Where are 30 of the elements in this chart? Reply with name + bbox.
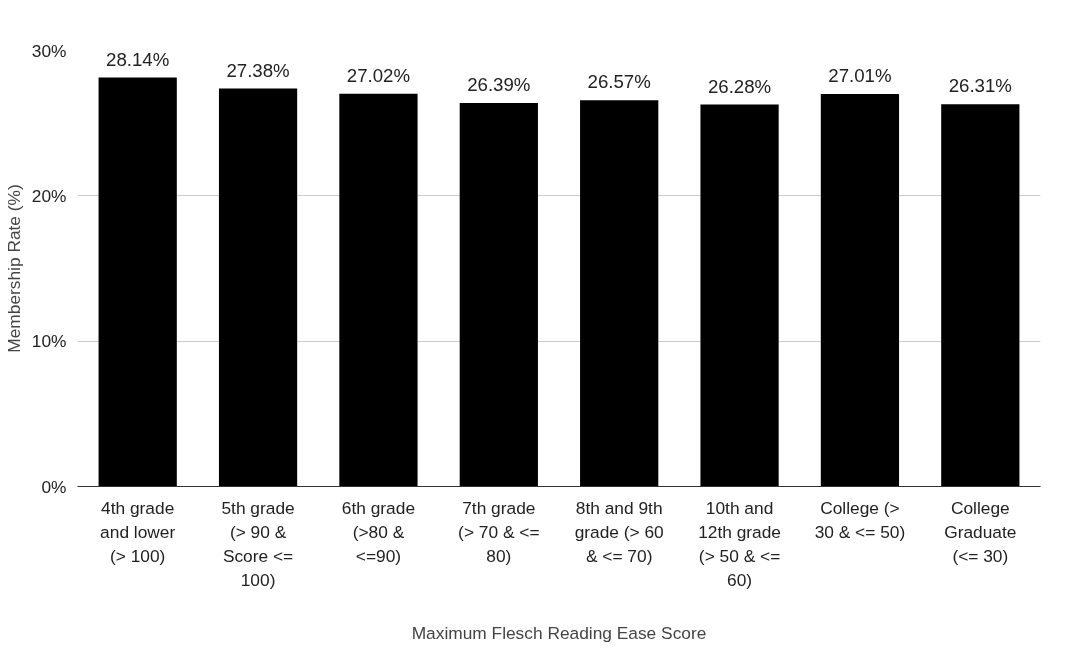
data-label: 27.38% (226, 59, 290, 81)
y-tick-label: 10% (31, 331, 67, 352)
x-tick-label: 10th and 12th grade (> 50 & <= 60) (698, 497, 781, 590)
bar (218, 88, 298, 487)
bar (700, 104, 779, 487)
x-tick-label: 5th grade (> 90 & Score <= 100) (221, 497, 295, 590)
x-tick-label: College (> 30 & <= 50) (814, 497, 906, 542)
data-label: 28.14% (106, 48, 170, 70)
bar (820, 93, 900, 487)
bar (941, 104, 1020, 487)
y-tick-label: 0% (41, 476, 67, 497)
data-label: 27.02% (346, 64, 411, 86)
x-axis-title: Maximum Flesch Reading Ease Score (411, 622, 707, 643)
y-tick-label: 30% (31, 40, 67, 61)
data-label: 27.01% (828, 64, 892, 86)
bar (98, 77, 177, 487)
x-tick-label: College Graduate (<= 30) (944, 497, 1017, 566)
bar (339, 93, 418, 487)
data-label: 26.31% (948, 75, 1012, 97)
x-tick-label: 4th grade and lower (> 100) (100, 497, 176, 566)
x-tick-label: 7th grade (> 70 & <= 80) (458, 497, 540, 566)
y-tick-label: 20% (31, 185, 67, 206)
data-label: 26.39% (467, 73, 531, 95)
data-label: 26.28% (707, 75, 772, 97)
x-tick-label: 8th and 9th grade (> 60 & <= 70) (574, 497, 664, 566)
x-tick-label: 6th grade (>80 & <=90) (341, 497, 416, 566)
data-label: 26.57% (587, 71, 651, 93)
bar (580, 100, 659, 487)
y-axis-title: Membership Rate (%) (3, 184, 24, 353)
bar (459, 102, 538, 487)
